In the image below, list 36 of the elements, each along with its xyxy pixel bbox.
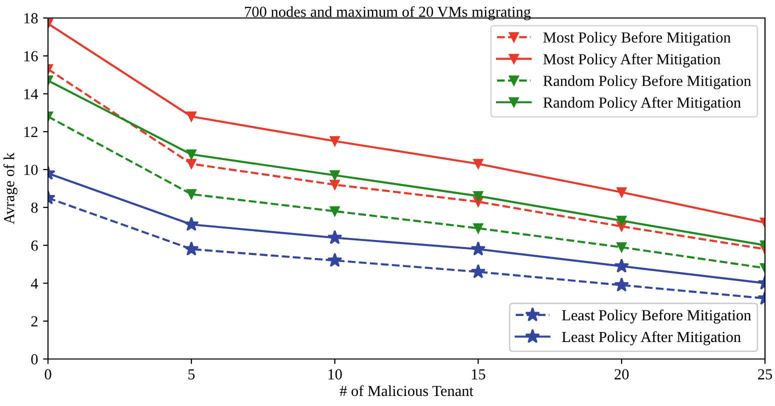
y-tick-label: 8 [31,202,38,213]
point [330,170,340,180]
x-tick-label: 5 [188,369,195,380]
legend-label: Least Policy Before Mitigation [562,310,752,324]
legend-label: Least Policy After Mitigation [562,331,741,346]
y-tick-label: 16 [24,51,38,62]
x-tick-label: 15 [472,369,486,380]
y-tick-label: 4 [30,278,38,289]
point [330,136,340,146]
point [470,241,486,256]
legend-label: Most Policy After Mitigation [543,53,720,68]
point [330,206,340,216]
point [470,264,486,278]
point [473,191,484,202]
x-tick-label: 20 [614,369,629,380]
y-tick-label: 14 [24,88,38,100]
y-tick-label: 6 [31,240,38,251]
x-tick-label: 10 [328,369,342,380]
point [473,223,484,234]
x-tick-label: 0 [44,369,52,380]
legend-label: Most Policy Before Mitigation [543,32,731,46]
legend-label: Random Policy After Mitigation [543,96,741,111]
y-tick-label: 2 [31,316,38,326]
chart-title: 700 nodes and maximum of 20 VMs migrating [245,6,531,20]
x-tick-label: 25 [758,369,772,380]
point [330,180,340,190]
point [473,158,484,169]
legend-label: Random Policy Before Mitigation [543,75,752,90]
x-axis-title: # of Malicious Tenant [340,385,474,396]
point [327,230,342,244]
y-tick-label: 0 [31,354,38,364]
y-tick-label: 12 [24,126,38,137]
y-axis-title: Avrage of k [3,152,18,224]
y-tick-label: 10 [24,164,38,176]
point [327,252,342,267]
y-tick-label: 18 [24,13,38,24]
